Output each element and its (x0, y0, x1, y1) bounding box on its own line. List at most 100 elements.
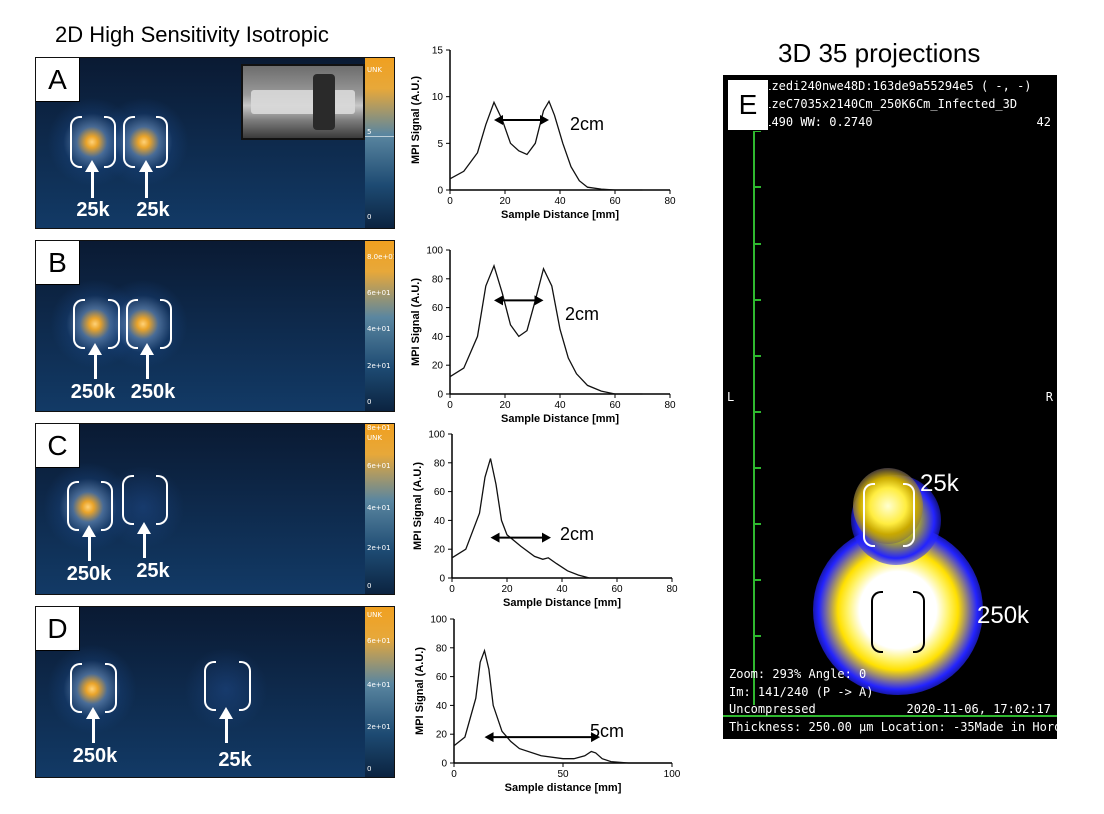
bracket (67, 481, 79, 531)
y-tick-label: 15 (432, 46, 444, 57)
colorbar-label: 0 (367, 765, 372, 773)
y-tick-label: 5 (437, 139, 443, 150)
colorbar-label: 2e+01 (367, 362, 391, 370)
bracket (239, 661, 251, 711)
colorbar-label: 0 (367, 213, 372, 221)
bracket (70, 663, 82, 713)
y-tick-label: 40 (434, 516, 446, 527)
y-tick-label: 80 (432, 274, 444, 285)
x-tick-label: 20 (499, 196, 511, 207)
colorbar: UNK 6e+01 4e+01 2e+01 0 (365, 607, 394, 777)
bracket (863, 483, 875, 547)
bracket (70, 116, 82, 168)
x-tick-label: 20 (501, 584, 513, 595)
image-panel-e: mizedi240nwe48D:163de9a55294e5 ( -, -) S… (723, 75, 1057, 739)
arrow-up-icon (139, 160, 153, 198)
bracket (101, 481, 113, 531)
arrowhead-icon (494, 295, 503, 306)
arrowhead-icon (591, 732, 601, 743)
colorbar-label: 6e+01 (367, 637, 391, 645)
y-axis-label: MPI Signal (A.U.) (410, 76, 422, 164)
image-panel-b: 8.0e+01 6e+01 4e+01 2e+01 0 B 250k 250k (35, 240, 395, 412)
bracket (871, 591, 883, 653)
line-plot-d: 0 50 100 0 20 40 60 80 100 Sample distance [mm] MP… (414, 615, 681, 795)
spot-label-250k: 250k (977, 602, 1030, 629)
y-tick-label: 20 (434, 545, 446, 556)
x-tick-label: 60 (609, 196, 621, 207)
colorbar-label: 8.0e+01 (367, 253, 395, 261)
colorbar-label: 8e+01 (367, 424, 391, 432)
colorbar-label: 6e+01 (367, 289, 391, 297)
x-axis-label: Sample distance [mm] (505, 782, 622, 794)
y-tick-label: 60 (434, 487, 446, 498)
arrow-up-icon (137, 522, 151, 558)
series-line (449, 99, 643, 191)
y-tick-label: 60 (432, 303, 444, 314)
zoom-readout: Zoom: 293% Angle: 0 (729, 667, 867, 681)
bracket (73, 299, 85, 349)
orientation-left: L (727, 390, 735, 404)
arrow-up-icon (140, 343, 154, 379)
image-index: Im: 141/240 (P -> A) (729, 685, 874, 699)
compression: Uncompressed (729, 702, 816, 716)
arrow-up-icon (86, 707, 100, 743)
bracket (123, 116, 135, 168)
image-panel-c: 8e+01 UNK 6e+01 4e+01 2e+01 0 C 250k 25k (35, 423, 395, 595)
series-line (451, 458, 672, 579)
bracket (104, 116, 116, 168)
heading-3d: 3D 35 projections (778, 38, 981, 68)
arrow-up-icon (88, 343, 102, 379)
bracket (160, 299, 172, 349)
x-axis-label: Sample Distance [mm] (501, 209, 619, 221)
bracket (913, 591, 925, 653)
spot-label: 250k (70, 381, 116, 403)
y-tick-label: 0 (437, 186, 443, 197)
arrowhead-icon (542, 532, 551, 543)
panel-letter: B (36, 241, 80, 285)
spot-label-25k: 25k (920, 470, 959, 497)
y-tick-label: 100 (428, 430, 445, 441)
line-plot-c: 0 20 40 60 80 0 20 40 60 80 100 Sample Distance [mm… (412, 430, 678, 610)
x-tick-label: 40 (554, 196, 566, 207)
bracket (105, 663, 117, 713)
x-tick-label: 40 (554, 400, 566, 411)
arrow-up-icon (85, 160, 99, 198)
y-tick-label: 0 (439, 574, 445, 585)
distance-label: 2cm (560, 524, 594, 544)
bracket (156, 475, 168, 525)
colorbar-label: 2e+01 (367, 544, 391, 552)
colorbar: 8e+01 UNK 6e+01 4e+01 2e+01 0 (365, 424, 394, 594)
spot-label: 25k (76, 199, 110, 221)
y-tick-label: 100 (430, 615, 447, 626)
line-plot-a: 0 20 40 60 80 0 5 10 15 Sample Distance [mm] MPI S… (410, 46, 676, 222)
bracket (903, 483, 915, 547)
colorbar-label: 4e+01 (367, 681, 391, 689)
x-tick-label: 60 (609, 400, 621, 411)
slice-number: 42 (1036, 115, 1051, 129)
arrow-up-icon (219, 707, 233, 743)
bracket (156, 116, 168, 168)
y-tick-label: 80 (434, 458, 446, 469)
y-axis-label: MPI Signal (A.U.) (410, 278, 422, 366)
footer-info: Thickness: 250.00 μm Location: -35Made i… (729, 720, 1057, 734)
y-tick-label: 20 (432, 361, 444, 372)
arrowhead-icon (484, 732, 494, 743)
x-tick-label: 50 (557, 769, 569, 780)
spot-label: 250k (130, 381, 176, 403)
colorbar-label: 4e+01 (367, 504, 391, 512)
timestamp: 2020-11-06, 17:02:17 (906, 702, 1052, 716)
y-tick-label: 40 (432, 332, 444, 343)
ruler (753, 130, 755, 705)
x-axis-label: Sample Distance [mm] (503, 597, 621, 609)
y-axis-label: MPI Signal (A.U.) (412, 462, 424, 550)
x-tick-label: 80 (664, 196, 676, 207)
colorbar-label: UNK (367, 66, 382, 74)
colorbar-label: 0 (367, 398, 372, 406)
colorbar-label: 2e+01 (367, 723, 391, 731)
x-tick-label: 0 (447, 400, 453, 411)
line-plot-b: 0 20 40 60 80 0 20 40 60 80 100 Sample Distance [mm… (410, 246, 676, 426)
y-tick-label: 100 (426, 246, 443, 257)
panel-letter: C (36, 424, 80, 468)
colorbar-label: 0 (367, 582, 372, 590)
overlay-line: SizeC7035x2140Cm_250K6Cm_Infected_3D (757, 97, 1018, 111)
